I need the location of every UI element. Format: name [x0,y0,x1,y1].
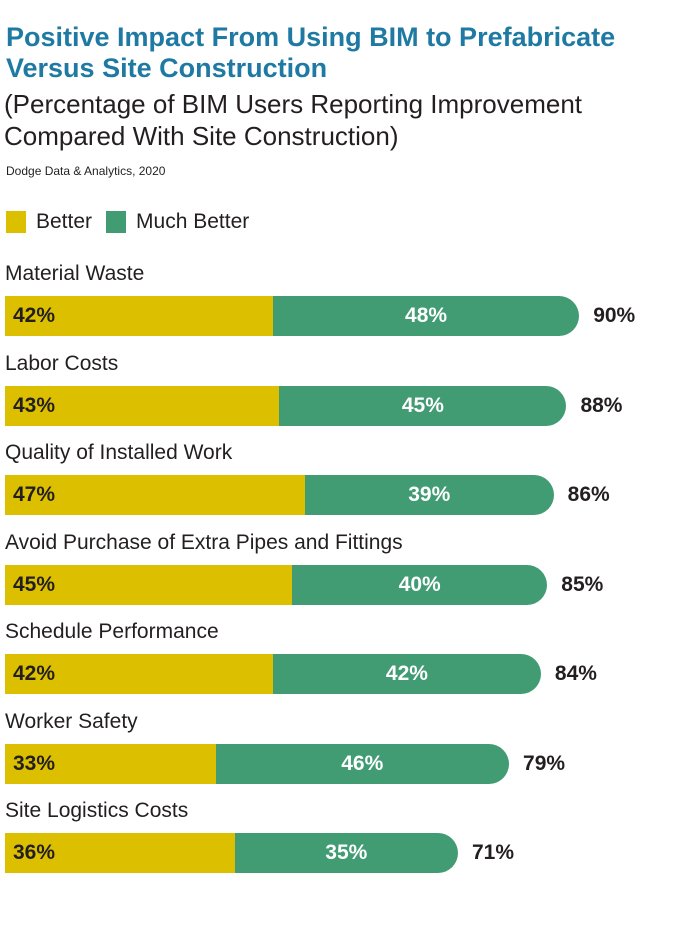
chart-source: Dodge Data & Analytics, 2020 [6,164,166,178]
bar-better-avoid-purchase-of-extra-pipes-and-fittings: 45% [5,564,293,605]
bar-much-better-site-logistics-costs: 35% [234,833,458,873]
legend-swatch-much-better [106,211,127,233]
category-label-quality-of-installed-work: Quality of Installed Work [5,441,233,464]
legend-swatch-better [6,211,26,233]
chart-title: Positive Impact From Using BIM to Prefab… [6,22,616,83]
total-label-avoid-purchase-of-extra-pipes-and-fittings: 85% [561,572,604,596]
total-label-quality-of-installed-work: 86% [567,483,610,506]
total-label-material-waste: 90% [593,304,636,327]
bar-much-better-avoid-purchase-of-extra-pipes-and-fittings: 40% [292,564,548,605]
bar-better-quality-of-installed-work: 47% [5,475,305,515]
bar-better-worker-safety: 33% [5,743,216,784]
bar-much-better-quality-of-installed-work: 39% [304,475,554,515]
category-label-labor-costs: Labor Costs [5,351,119,375]
category-label-worker-safety: Worker Safety [5,709,138,733]
bar-much-better-worker-safety: 46% [215,743,509,784]
total-label-site-logistics-costs: 71% [471,841,514,864]
chart-subtitle: (Percentage of BIM Users Reporting Impro… [4,89,583,151]
total-label-labor-costs: 88% [580,393,623,417]
bar-much-better-material-waste: 48% [272,296,580,336]
legend-item-much-better: Much Better [106,210,249,234]
bar-better-site-logistics-costs: 36% [5,833,235,873]
bar-better-material-waste: 42% [5,296,273,336]
legend-item-better: Better [6,210,92,234]
category-label-material-waste: Material Waste [5,262,145,285]
legend-label-much-better: Much Better [136,210,250,233]
total-label-schedule-performance: 84% [554,662,597,685]
total-label-worker-safety: 79% [523,751,566,775]
category-label-avoid-purchase-of-extra-pipes-and-fittings: Avoid Purchase of Extra Pipes and Fittin… [5,530,403,554]
bar-better-schedule-performance: 42% [5,654,273,694]
bar-much-better-labor-costs: 45% [279,385,567,426]
category-label-schedule-performance: Schedule Performance [5,620,219,643]
bar-better-labor-costs: 43% [5,385,280,426]
legend-label-better: Better [36,210,93,233]
bar-much-better-schedule-performance: 42% [272,654,541,694]
category-label-site-logistics-costs: Site Logistics Costs [5,799,189,822]
chart-legend: Better Much Better [6,210,263,234]
